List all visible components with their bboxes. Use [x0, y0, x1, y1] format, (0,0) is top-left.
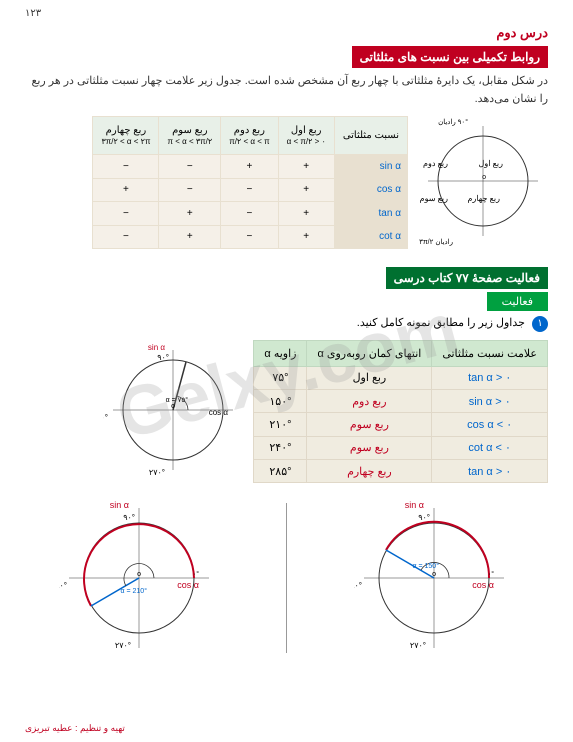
- example-table: علامت نسبت مثلثاتی انتهای کمان رو‌به‌روی…: [253, 340, 548, 483]
- svg-text:o: o: [482, 174, 486, 181]
- svg-text:o: o: [432, 571, 436, 578]
- activity-header: فعالیت صفحهٔ ۷۷ کتاب درسی: [386, 267, 548, 289]
- svg-text:ربع دوم: ربع دوم: [423, 159, 448, 168]
- q-header: ربع سومπ < α < ۳π/۲: [159, 117, 221, 155]
- svg-text:۹۰°: ۹۰°: [419, 513, 431, 522]
- svg-text:رادیان ۳π/۲: رادیان ۳π/۲: [419, 238, 453, 246]
- instruction: ۱ جداول زیر را مطابق نمونه کامل کنید.: [25, 316, 548, 332]
- svg-text:α = ۷۵°: α = ۷۵°: [166, 396, 189, 404]
- section-header: روابط تکمیلی بین نسبت های مثلثاتی: [352, 46, 548, 68]
- row-label: cot α: [334, 225, 407, 249]
- svg-text:۱۸۰°: ۱۸۰°: [354, 581, 362, 590]
- circle-75deg: sin α ۹۰° cos α α = ۷۵° ۱۸۰° ۲۷۰° o: [103, 340, 243, 483]
- page-number: ۱۲۳: [25, 8, 41, 19]
- bottom-circles: sin α ۹۰° cos α α = 150° ۱۸۰° ۲۷۰° o ۰° …: [25, 498, 548, 661]
- svg-text:۰°: ۰°: [192, 570, 199, 578]
- svg-text:cos α: cos α: [473, 580, 495, 590]
- row-label: tan α: [334, 202, 407, 226]
- table-corner: نسبت مثلثاتی: [334, 117, 407, 155]
- svg-text:۲۷۰°: ۲۷۰°: [149, 468, 165, 477]
- circle-210deg: sin α ۹۰° cos α α = 210° ۱۸۰° ۲۷۰° o ۰°: [59, 498, 219, 661]
- svg-text:۹۰° رادیان: ۹۰° رادیان: [438, 118, 468, 126]
- svg-text:o: o: [137, 571, 141, 578]
- col-header: انتهای کمان رو‌به‌روی α: [307, 341, 432, 366]
- lesson-title: درس دوم: [25, 25, 548, 41]
- svg-text:sin α: sin α: [405, 500, 424, 510]
- svg-text:α = 150°: α = 150°: [413, 562, 440, 570]
- row-label: cos α: [334, 178, 407, 202]
- svg-text:sin α: sin α: [109, 500, 128, 510]
- svg-text:cos α: cos α: [177, 580, 199, 590]
- example-row: علامت نسبت مثلثاتی انتهای کمان رو‌به‌روی…: [25, 340, 548, 483]
- svg-text:ربع اول: ربع اول: [479, 159, 504, 168]
- circle-150deg: sin α ۹۰° cos α α = 150° ۱۸۰° ۲۷۰° o ۰°: [354, 498, 514, 661]
- intro-text: در شکل مقابل، یک دایرهٔ مثلثاتی با چهار …: [25, 73, 548, 108]
- svg-text:۲۷۰°: ۲۷۰°: [115, 641, 131, 650]
- svg-text:α = 210°: α = 210°: [120, 587, 147, 595]
- svg-text:۱۸۰°: ۱۸۰°: [59, 581, 67, 590]
- svg-text:cos α: cos α: [209, 408, 229, 417]
- q-header: ربع دومπ/۲ < α < π: [221, 117, 278, 155]
- divider: [286, 503, 287, 653]
- sign-table-row: ربع اول ربع دوم ربع سوم ربع چهارم o ۹۰° …: [25, 116, 548, 249]
- svg-text:۹۰°: ۹۰°: [123, 513, 135, 522]
- q-header: ربع اول۰ < α < π/۲: [278, 117, 334, 155]
- activity-label: فعالیت: [487, 292, 548, 311]
- svg-text:۰°: ۰°: [488, 570, 495, 578]
- svg-text:o: o: [172, 403, 176, 410]
- instruction-number: ۱: [532, 316, 548, 332]
- svg-text:۹۰°: ۹۰°: [158, 353, 170, 362]
- q-header: ربع چهارم۳π/۲ < α < ۲π: [93, 117, 159, 155]
- footer-credit: تهیه و تنظیم : عطیه تبریزی: [25, 723, 125, 734]
- unit-circle-quadrants: ربع اول ربع دوم ربع سوم ربع چهارم o ۹۰° …: [418, 116, 548, 249]
- sign-table: نسبت مثلثاتی ربع اول۰ < α < π/۲ ربع دومπ…: [92, 116, 408, 249]
- svg-text:ربع سوم: ربع سوم: [420, 194, 448, 203]
- col-header: زاویه α: [254, 341, 307, 366]
- col-header: علامت نسبت مثلثاتی: [432, 341, 548, 366]
- svg-text:ربع چهارم: ربع چهارم: [468, 194, 501, 203]
- svg-text:۱۸۰°: ۱۸۰°: [103, 413, 108, 422]
- row-label: sin α: [334, 155, 407, 179]
- svg-text:sin α: sin α: [148, 343, 165, 352]
- svg-text:۲۷۰°: ۲۷۰°: [410, 641, 426, 650]
